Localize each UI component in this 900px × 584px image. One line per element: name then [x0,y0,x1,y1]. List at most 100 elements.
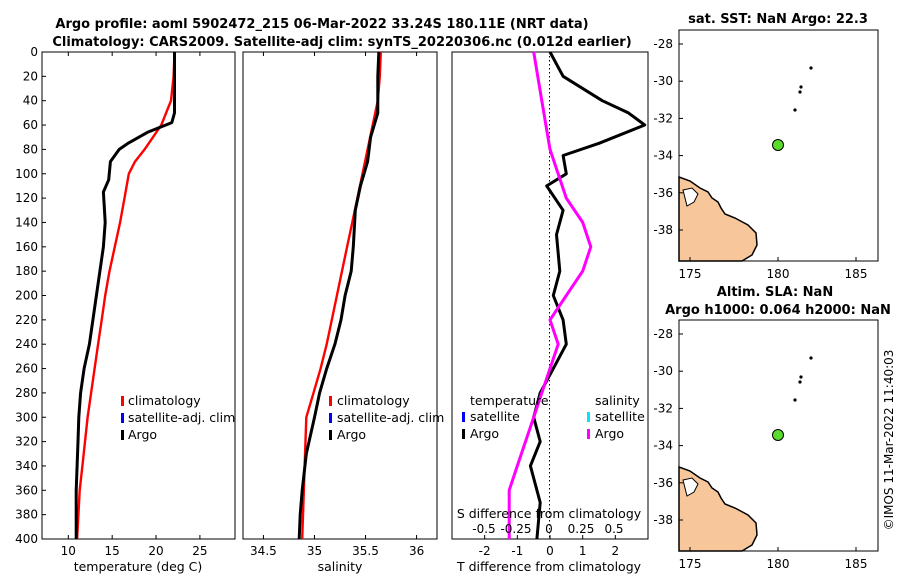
sla-map-lon-ticks: 175 180 185 [679,547,867,571]
lon-tick-label: 175 [679,557,702,571]
y-tick-label: 300 [15,410,38,424]
island-dot [793,108,797,112]
legend-clim-swatch [121,396,124,406]
legend-sal-title: salinity [595,393,640,408]
island-dot [799,85,803,89]
legend-sat-label: satellite-adj. clim [337,410,444,425]
legend-s-sat-swatch [587,412,590,422]
lat-tick-label: -36 [653,186,673,200]
lat-tick-label: -32 [653,111,673,125]
land-new-zealand [678,465,758,552]
legend-clim-label: climatology [128,393,201,408]
x-tick-label: 0 [546,544,554,558]
imos-side-label: ©IMOS 11-Mar-2022 11:40:03 [882,350,896,531]
salinity-panel: 34.5 35 35.5 36 salinity climatology satell… [242,51,444,574]
sla-map-lat-ticks: -28 -30 -32 -34 -36 -38 [653,327,683,527]
salinity-xlabel: salinity [318,559,363,574]
y-tick-label: 100 [15,167,38,181]
island-dot [798,90,802,94]
legend-argo-swatch [329,430,332,440]
lat-tick-label: -30 [653,74,673,88]
x-tick-label: 15 [105,544,120,558]
s-tick: -0.5 [472,522,495,536]
legend-argo-swatch [121,430,124,440]
y-tick-label: 200 [15,289,38,303]
series-line-climatology [75,51,176,540]
y-tick-label: 20 [23,69,38,83]
lat-tick-label: -34 [653,439,673,453]
salinity-axes-frame [242,51,438,540]
temperature-axes-frame [41,51,236,540]
x-tick-label: -2 [479,544,491,558]
title-line1: Argo profile: aoml 5902472_215 06-Mar-20… [55,17,588,32]
lat-tick-label: -38 [653,223,673,237]
sla-map-title2: Argo h1000: 0.064 h2000: NaN [665,303,891,318]
y-tick-label: 260 [15,362,38,376]
legend-s-sat-label: satellite [595,409,645,424]
y-tick-label: 60 [23,118,38,132]
coastline-detail [682,477,699,497]
x-tick-label: 2 [612,544,620,558]
y-tick-label: 220 [15,313,38,327]
lat-tick-label: -28 [653,327,673,341]
coastline-detail [682,187,699,207]
t-diff-xlabel: T difference from climatology [456,559,642,574]
temperature-profiles [74,51,176,540]
legend-argo-label: Argo [337,427,366,442]
temperature-xlabel: temperature (deg C) [74,559,203,574]
island-dot [798,380,802,384]
temperature-tick-labels: 10 15 20 25 [61,52,208,558]
x-tick-label: 36 [409,544,424,558]
title-line2: Climatology: CARS2009. Satellite-adj cli… [52,35,631,50]
island-dot [809,356,813,360]
legend-s-argo-swatch [587,429,590,439]
y-tick-label: 340 [15,459,38,473]
lon-tick-label: 180 [767,267,790,281]
difference-panel: -2 -1 0 1 2 temperature satellite Argo salin… [451,51,649,574]
lat-tick-label: -32 [653,401,673,415]
legend-clim-label: climatology [337,393,410,408]
lat-tick-label: -34 [653,149,673,163]
sst-map-lat-ticks: -28 -30 -32 -34 -36 -38 [653,37,683,237]
s-tick: 0.5 [604,522,623,536]
x-tick-label: 35.5 [352,544,379,558]
legend-clim-swatch [329,396,332,406]
sst-map: sat. SST: NaN Argo: 22.3 -28 -30 -32 -34 -36… [653,12,879,281]
s-tick: 0 [545,522,553,536]
legend-temp-title: temperature [470,393,549,408]
sla-map: Altim. SLA: NaN Argo h1000: 0.064 h2000:… [653,285,890,571]
lon-tick-label: 180 [767,557,790,571]
legend-t-argo-swatch [462,429,465,439]
legend-sat-label: satellite-adj. clim [128,410,235,425]
lat-tick-label: -36 [653,476,673,490]
series-line-climatology [301,51,382,540]
s-tick: 0.25 [568,522,595,536]
x-tick-label: 10 [61,544,76,558]
legend-s-argo-label: Argo [595,426,624,441]
land-new-zealand [678,175,758,262]
y-tick-label: 180 [15,264,38,278]
legend-t-sat-label: satellite [470,409,520,424]
y-tick-label: 160 [15,240,38,254]
x-tick-label: 35 [307,544,322,558]
y-tick-label: 240 [15,337,38,351]
y-tick-label: 40 [23,94,38,108]
salinity-legend: climatology satellite-adj. clim Argo [329,393,444,442]
y-tick-label: 280 [15,386,38,400]
x-tick-label: 1 [579,544,587,558]
lon-tick-label: 175 [679,267,702,281]
x-tick-label: 25 [192,544,207,558]
s-diff-tick-labels: -0.5 -0.25 0 0.25 0.5 [472,522,623,536]
legend-sat-swatch [121,413,124,423]
difference-legend: temperature satellite Argo salinity sate… [462,393,645,441]
legend-t-sat-swatch [462,412,465,422]
salinity-profiles [297,51,382,540]
difference-profiles [507,51,647,540]
y-tick-label: 0 [30,45,38,59]
y-tick-label: 400 [15,532,38,546]
lon-tick-label: 185 [845,267,868,281]
y-tick-label: 360 [15,483,38,497]
y-tick-label: 320 [15,435,38,449]
sla-map-title1: Altim. SLA: NaN [717,285,833,300]
